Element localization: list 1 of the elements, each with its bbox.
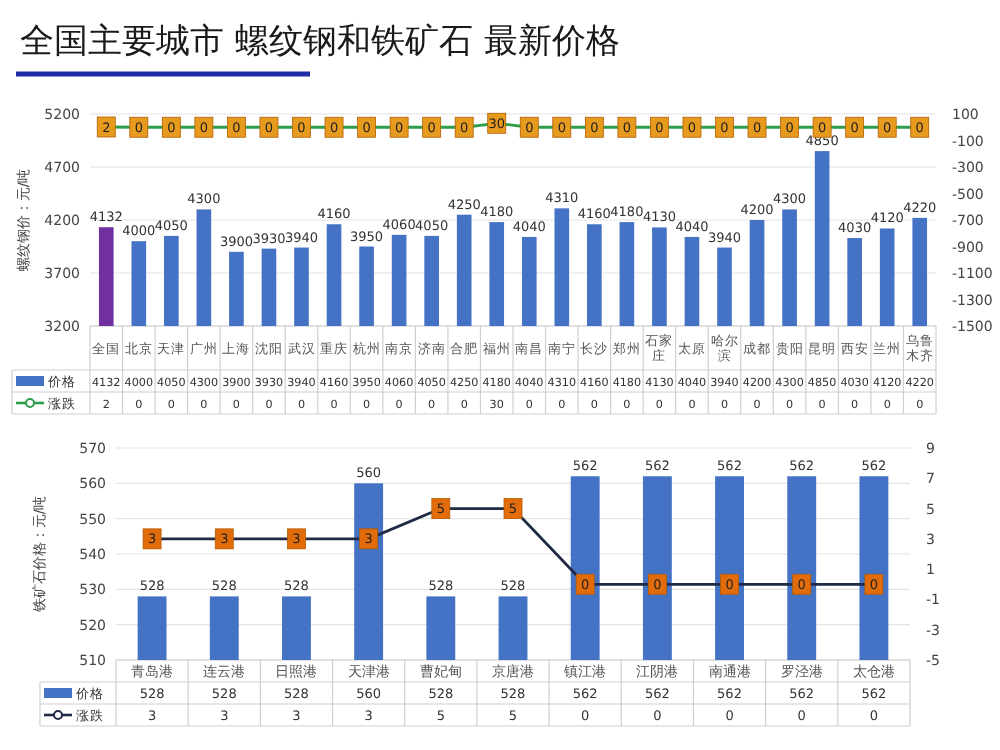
chart-title: 全国主要城市 螺纹钢和铁矿石 最新价格 — [20, 22, 620, 62]
